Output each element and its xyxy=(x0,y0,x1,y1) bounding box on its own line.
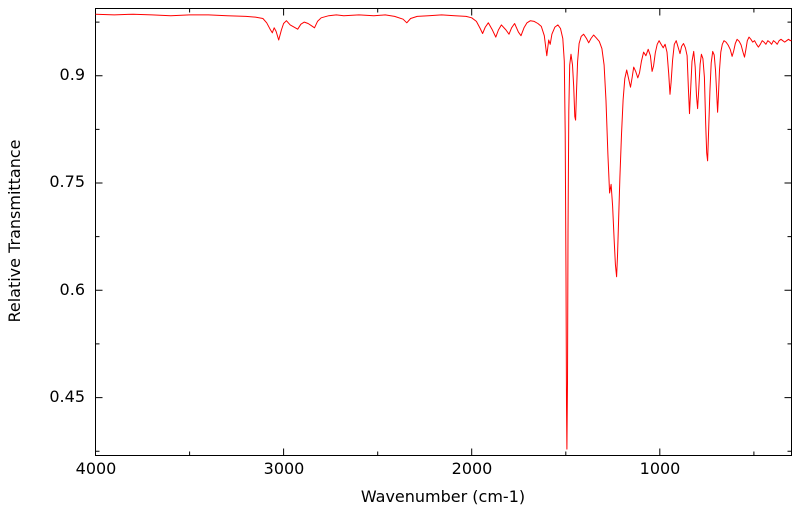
y-tick-label: 0.45 xyxy=(49,387,85,406)
spectrum-line xyxy=(95,13,792,450)
axis-minor-ticks xyxy=(95,8,792,456)
x-tick-label: 3000 xyxy=(263,459,305,478)
x-tick-label: 4000 xyxy=(75,459,117,478)
plot-frame xyxy=(95,8,792,456)
x-axis-label: Wavenumber (cm-1) xyxy=(360,487,526,506)
x-tick-label: 2000 xyxy=(451,459,493,478)
x-tick-label: 1000 xyxy=(639,459,681,478)
y-tick-label: 0.6 xyxy=(59,280,85,299)
axis-major-ticks xyxy=(95,8,792,456)
y-tick-label: 0.9 xyxy=(59,65,85,84)
y-axis-label: Relative Transmittance xyxy=(5,139,24,323)
y-tick-label: 0.75 xyxy=(49,172,85,191)
